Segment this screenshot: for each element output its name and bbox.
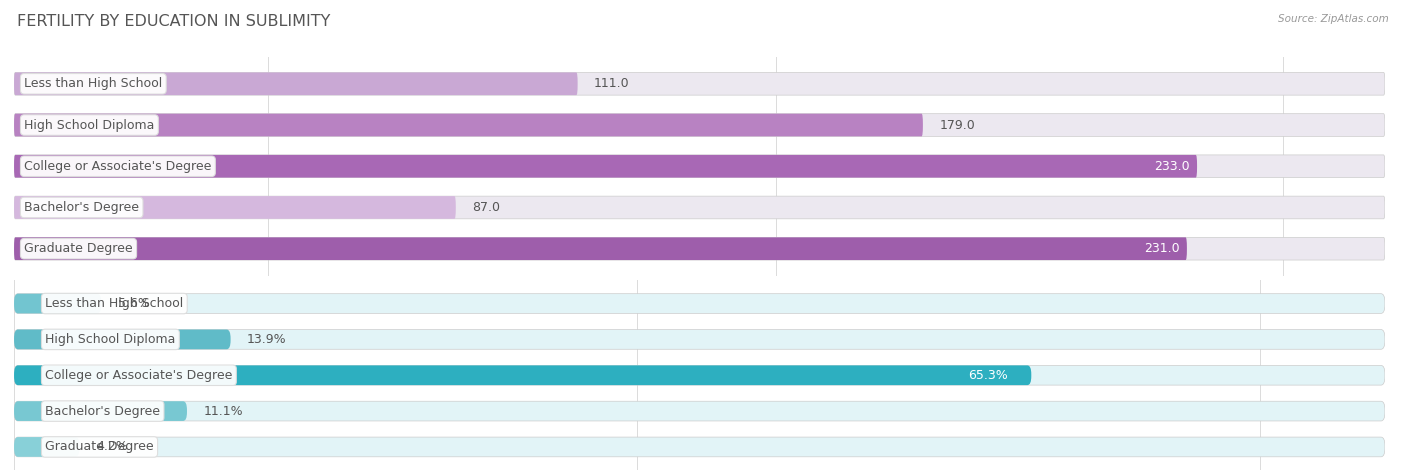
- FancyBboxPatch shape: [14, 196, 1385, 219]
- Text: Less than High School: Less than High School: [45, 297, 183, 310]
- FancyBboxPatch shape: [14, 114, 922, 136]
- Text: High School Diploma: High School Diploma: [45, 333, 176, 346]
- FancyBboxPatch shape: [14, 196, 456, 219]
- FancyBboxPatch shape: [14, 437, 80, 457]
- FancyBboxPatch shape: [14, 294, 101, 314]
- Text: Source: ZipAtlas.com: Source: ZipAtlas.com: [1278, 14, 1389, 24]
- Text: Graduate Degree: Graduate Degree: [45, 440, 153, 454]
- FancyBboxPatch shape: [14, 238, 1385, 260]
- Text: 87.0: 87.0: [472, 201, 501, 214]
- Text: 5.6%: 5.6%: [118, 297, 149, 310]
- Text: College or Associate's Degree: College or Associate's Degree: [24, 160, 211, 173]
- FancyBboxPatch shape: [14, 294, 1385, 314]
- Text: Less than High School: Less than High School: [24, 77, 163, 90]
- Text: 11.1%: 11.1%: [204, 405, 243, 418]
- FancyBboxPatch shape: [14, 155, 1197, 178]
- Text: College or Associate's Degree: College or Associate's Degree: [45, 369, 232, 382]
- FancyBboxPatch shape: [14, 401, 187, 421]
- FancyBboxPatch shape: [14, 155, 1385, 178]
- FancyBboxPatch shape: [14, 365, 1385, 385]
- Text: 233.0: 233.0: [1154, 160, 1189, 173]
- FancyBboxPatch shape: [14, 365, 1031, 385]
- FancyBboxPatch shape: [14, 73, 1385, 95]
- Text: FERTILITY BY EDUCATION IN SUBLIMITY: FERTILITY BY EDUCATION IN SUBLIMITY: [17, 14, 330, 29]
- Text: 65.3%: 65.3%: [969, 369, 1008, 382]
- FancyBboxPatch shape: [14, 114, 1385, 136]
- FancyBboxPatch shape: [14, 330, 1385, 349]
- Text: 111.0: 111.0: [595, 77, 630, 90]
- Text: 4.2%: 4.2%: [96, 440, 128, 454]
- Text: Graduate Degree: Graduate Degree: [24, 242, 132, 255]
- FancyBboxPatch shape: [14, 73, 578, 95]
- Text: 13.9%: 13.9%: [247, 333, 287, 346]
- Text: 231.0: 231.0: [1143, 242, 1180, 255]
- FancyBboxPatch shape: [14, 437, 1385, 457]
- FancyBboxPatch shape: [14, 238, 1187, 260]
- FancyBboxPatch shape: [14, 330, 231, 349]
- Text: Bachelor's Degree: Bachelor's Degree: [24, 201, 139, 214]
- Text: 179.0: 179.0: [939, 119, 976, 132]
- Text: Bachelor's Degree: Bachelor's Degree: [45, 405, 160, 418]
- Text: High School Diploma: High School Diploma: [24, 119, 155, 132]
- FancyBboxPatch shape: [14, 401, 1385, 421]
